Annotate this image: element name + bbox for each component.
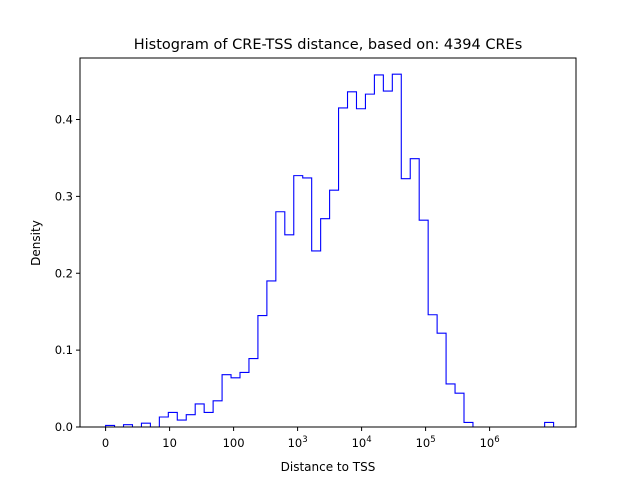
y-tick-label: 0.2 (55, 266, 73, 280)
x-tick-label: 105 (416, 435, 436, 450)
x-tick-label: 10 (162, 436, 177, 450)
plot-area (105, 73, 563, 428)
chart-title: Histogram of CRE-TSS distance, based on:… (134, 37, 523, 53)
y-tick-label: 0.0 (55, 420, 73, 434)
y-tick-label: 0.4 (55, 113, 73, 127)
x-axis-ticks: 0 10 100 103 104 105 106 (102, 427, 500, 450)
y-tick-label: 0.3 (55, 189, 73, 203)
y-axis-label: Density (29, 220, 43, 266)
y-tick-label: 0.1 (55, 343, 73, 357)
x-axis-label: Distance to TSS (281, 460, 376, 474)
x-tick-label: 0 (102, 436, 109, 450)
histogram-step-line (105, 73, 563, 428)
x-tick-label: 104 (352, 435, 372, 450)
y-axis-ticks: 0.0 0.1 0.2 0.3 0.4 (55, 113, 80, 434)
x-tick-label: 103 (288, 435, 308, 450)
x-tick-label: 106 (480, 435, 500, 450)
x-tick-label: 100 (223, 436, 245, 450)
plot-frame (79, 57, 577, 428)
